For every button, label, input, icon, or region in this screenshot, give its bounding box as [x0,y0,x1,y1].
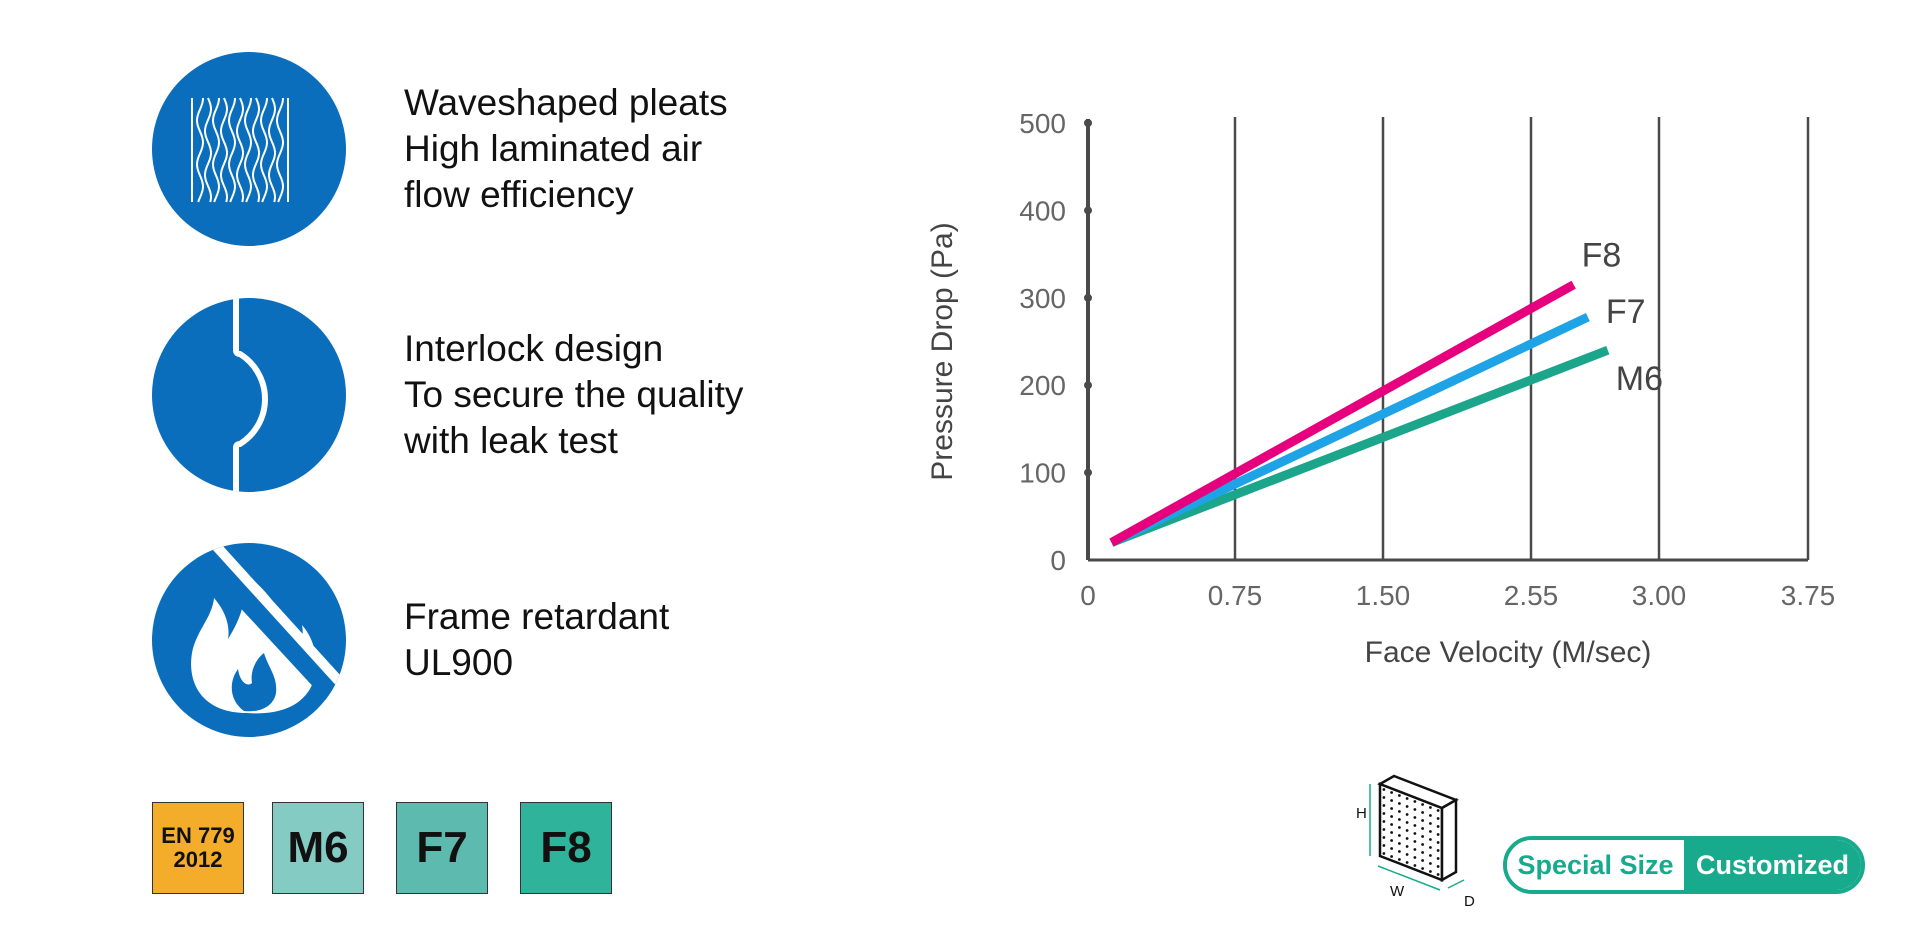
y-tick-label: 200 [1019,370,1066,401]
feature-line: with leak test [404,420,618,461]
series-label-m6: M6 [1616,360,1663,398]
y-tick-mark [1084,468,1092,477]
feature-wave-pleats: Waveshaped pleats High laminated air flo… [152,52,728,246]
feature-line: UL900 [404,642,514,683]
x-axis-label: Face Velocity (M/sec) [1365,636,1652,669]
feature-line: flow efficiency [404,174,634,215]
series-line-f7 [1109,312,1590,547]
feature-flame-retardant: Frame retardant UL900 [152,543,669,737]
y-axis-label: Pressure Drop (Pa) [926,222,959,480]
feature-interlock: Interlock design To secure the quality w… [152,298,743,492]
y-tick-label: 300 [1019,283,1066,314]
customized-label: Customized [1684,840,1861,890]
series-line-f8 [1109,280,1576,547]
x-tick-label: 1.50 [1356,580,1411,611]
dimension-w-label: W [1390,883,1405,900]
standard-badge: EN 779 2012 [152,802,244,894]
feature-text: Waveshaped pleats High laminated air flo… [404,80,728,218]
y-tick-label: 0 [1050,545,1066,576]
feature-line: To secure the quality [404,374,744,415]
x-tick-label: 0.75 [1208,580,1263,611]
dimension-h-label: H [1356,805,1367,822]
special-size-label: Special Size [1507,840,1684,890]
y-tick-label: 100 [1019,458,1066,489]
x-tick-label: 3.00 [1632,580,1687,611]
standard-badge-line: 2012 [173,847,223,872]
feature-line: Frame retardant [404,596,670,637]
x-tick-label: 0 [1080,580,1096,611]
filter-dimension-icon: H W D [1356,774,1475,910]
x-tick-label: 2.55 [1504,580,1559,611]
interlock-icon [152,298,346,492]
y-tick-label: 500 [1019,108,1066,139]
special-size-badge: Special Size Customized [1503,836,1865,894]
feature-line: High laminated air [404,128,703,169]
series-label-f8: F8 [1582,237,1622,275]
feature-line: Interlock design [404,328,664,369]
x-tick-label: 3.75 [1781,580,1836,611]
series-line-m6 [1109,346,1610,547]
no-fire-icon [152,543,346,737]
grade-badge-f7: F7 [396,802,488,894]
feature-line: Waveshaped pleats [404,82,728,123]
grade-badge-m6: M6 [272,802,364,894]
y-tick-mark [1084,293,1092,302]
wave-pleats-icon [152,52,346,246]
feature-text: Interlock design To secure the quality w… [404,326,743,464]
feature-text: Frame retardant UL900 [404,594,669,686]
series-label-f7: F7 [1606,293,1646,331]
pressure-drop-chart: 0 100 200 300 400 500 0 0.75 1.50 2.55 3.00 3.75 Fac… [926,108,1836,669]
standard-badge-line: EN 779 [161,823,235,848]
y-tick-mark [1084,206,1092,215]
dimension-d-label: D [1464,893,1475,910]
grade-badge-f8: F8 [520,802,612,894]
y-tick-mark [1084,381,1092,390]
y-tick-label: 400 [1019,195,1066,226]
y-tick-mark [1084,119,1092,127]
filter-class-badges: EN 779 2012 M6 F7 F8 [152,802,644,894]
